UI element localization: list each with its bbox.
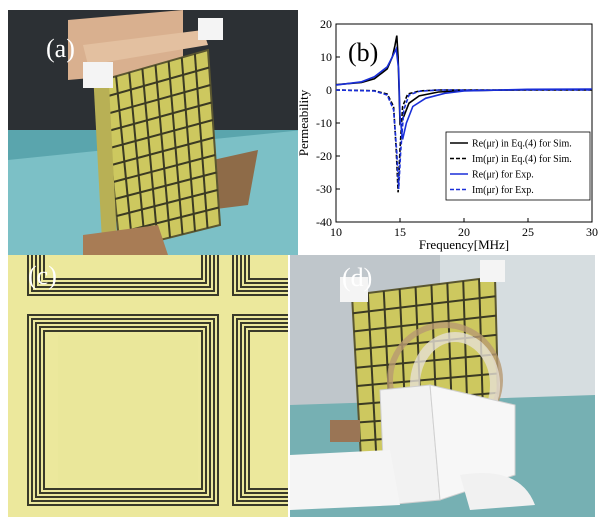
slab-photo-a [8,10,303,255]
series-line-4 [335,89,592,190]
series-line-3 [335,45,593,140]
panel-c-label: (c) [28,261,57,290]
resonator-closeup [8,255,288,517]
legend-entry: Im(μr) for Exp. [472,185,534,196]
panel-d-photo: (d) [290,255,595,517]
series-line-2 [335,89,592,193]
x-axis-title: Frequency[MHz] [419,237,509,252]
panel-d-label: (d) [342,263,373,292]
y-tick-label: -20 [316,149,332,163]
y-tick-label: -10 [316,116,332,130]
panel-a-photo: (a) [8,10,303,255]
setup-photo-d [290,255,595,517]
y-tick-label: -40 [316,215,332,229]
y-tick-label: -30 [316,182,332,196]
x-tick-label: 25 [522,225,534,239]
y-tick-label: 0 [326,83,332,97]
x-tick-label: 30 [586,225,598,239]
panel-b-label: (b) [348,38,379,67]
legend-entry: Im(μr) in Eq.(4) for Sim. [472,154,572,165]
x-tick-label: 20 [458,225,470,239]
legend-entry: Re(μr) for Exp. [472,170,534,181]
panel-c-photo: (c) [8,255,288,517]
y-tick-label: 20 [320,17,332,31]
legend-entry: Re(μr) in Eq.(4) for Sim. [472,139,572,150]
panel-b-chart: 10 15 20 25 30 20 10 0 -10 -20 -30 -40 Re(μr) in Eq… [298,10,605,255]
y-tick-label: 10 [320,50,332,64]
permeability-chart: 10 15 20 25 30 20 10 0 -10 -20 -30 -40 Re(μr) in Eq… [298,17,598,252]
legend-box [445,131,591,201]
x-tick-label: 10 [330,225,342,239]
y-axis-title: Permeability [298,89,311,156]
x-tick-label: 15 [394,225,406,239]
panel-a-label: (a) [46,34,75,63]
